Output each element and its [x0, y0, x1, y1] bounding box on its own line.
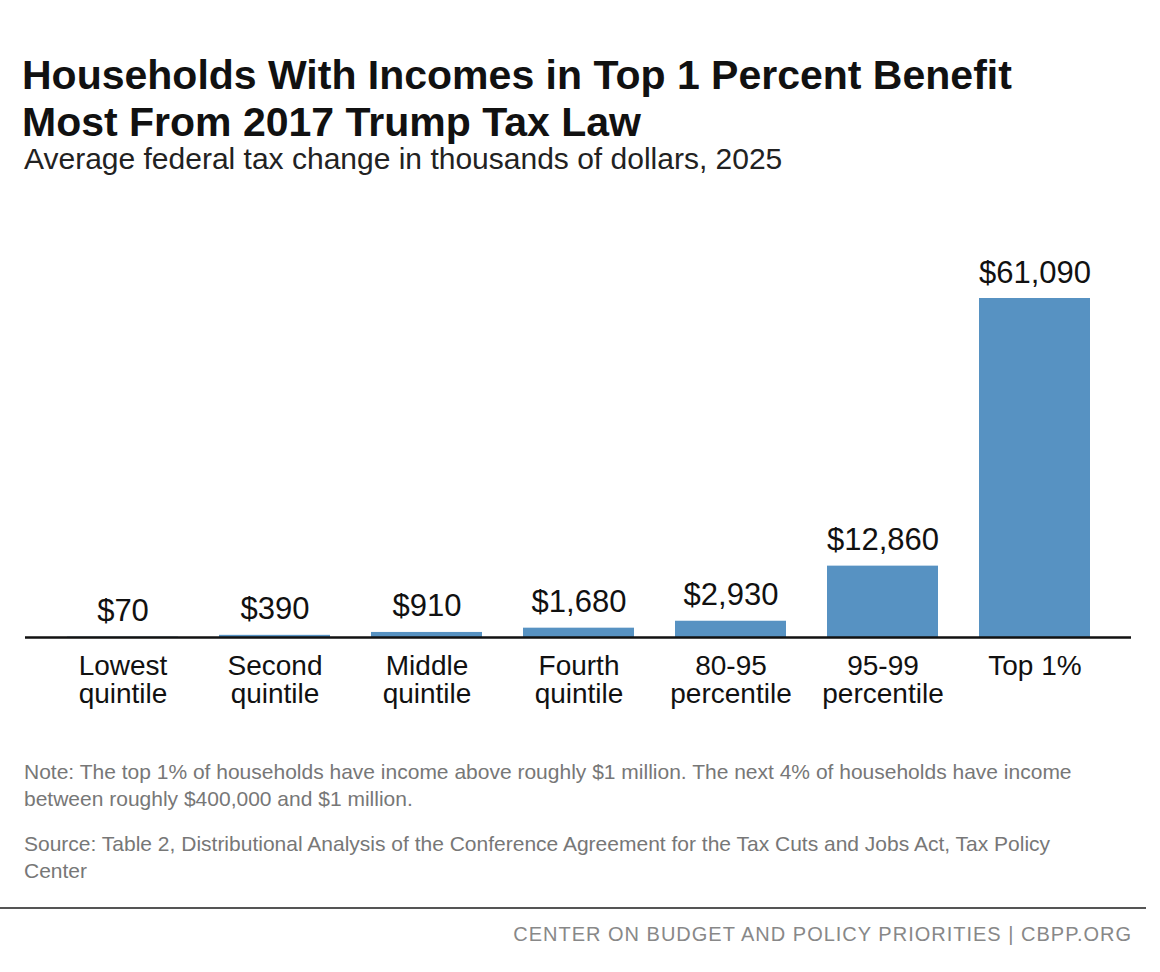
- html-text:Source: Table 2, Distributiona: Source: Table 2, Distributional Analysis…: [24, 832, 1051, 882]
- svg-text:$12,860: $12,860: [827, 522, 939, 557]
- svg-text:80-95percentile: 80-95percentile: [670, 650, 791, 709]
- html-text:CENTER ON BUDGET AND POLICY PR: CENTER ON BUDGET AND POLICY PRIORITIES |…: [513, 923, 1132, 945]
- svg-text:Lowestquintile: Lowestquintile: [79, 650, 168, 709]
- svg-text:$2,930: $2,930: [684, 577, 779, 612]
- html-text:Average federal tax change in: Average federal tax change in thousands …: [24, 142, 783, 175]
- svg-text:$390: $390: [241, 591, 310, 626]
- svg-text:$61,090: $61,090: [979, 255, 1091, 290]
- svg-text:$910: $910: [393, 588, 462, 623]
- svg-text:Middlequintile: Middlequintile: [383, 650, 472, 709]
- svg-text:Secondquintile: Secondquintile: [228, 650, 323, 709]
- html-text:Households With Incomes in Top: Households With Incomes in Top 1 Percent…: [22, 52, 1012, 145]
- svg-text:$1,680: $1,680: [532, 584, 627, 619]
- svg-text:Fourthquintile: Fourthquintile: [535, 650, 624, 709]
- html-text:Note: The top 1% of households: Note: The top 1% of households have inco…: [24, 760, 1072, 810]
- svg-text:$70: $70: [97, 593, 149, 628]
- svg-text:Top 1%: Top 1%: [988, 650, 1081, 681]
- svg-text:95-99percentile: 95-99percentile: [822, 650, 943, 709]
